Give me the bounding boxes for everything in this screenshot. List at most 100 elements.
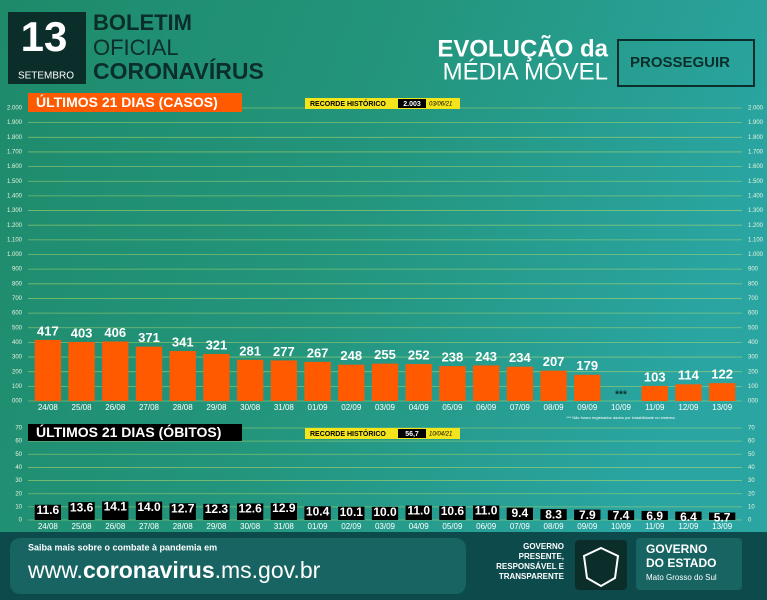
y-tick-label: 100 (748, 384, 759, 390)
bar (203, 503, 230, 520)
x-tick-label: 06/09 (476, 403, 497, 412)
bar (135, 346, 163, 401)
value-label: 11.6 (37, 503, 60, 517)
y-tick-label: 700 (12, 296, 23, 302)
y-tick-label: 900 (12, 267, 23, 273)
y-tick-label: 20 (15, 491, 22, 497)
bar (304, 361, 331, 401)
record-value: 56,7 (405, 431, 419, 438)
x-tick-label: 04/09 (409, 522, 430, 531)
bar (675, 384, 702, 401)
value-label: 12.3 (205, 502, 229, 516)
y-tick-label: 1.000 (7, 252, 23, 258)
y-tick-label: 100 (12, 384, 23, 390)
x-tick-label: 29/08 (206, 522, 227, 531)
y-tick-label: 60 (748, 439, 755, 445)
bar (338, 506, 365, 520)
x-tick-label: 27/08 (139, 522, 160, 531)
y-tick-label: 10 (748, 504, 755, 510)
y-tick-label: 1.100 (748, 237, 764, 243)
value-label: 403 (71, 325, 93, 340)
x-tick-label: 25/08 (72, 403, 93, 412)
y-tick-label: 2.000 (748, 106, 764, 112)
y-tick-label: 500 (748, 325, 759, 331)
slogan: RESPONSÁVEL E (496, 562, 565, 571)
bar (304, 506, 331, 520)
x-tick-label: 01/09 (308, 522, 329, 531)
url-part: coronavirus (83, 557, 215, 583)
bar (405, 505, 432, 520)
y-tick-label: 0 (19, 518, 23, 524)
value-label: 12.7 (171, 501, 195, 515)
y-tick-label: 1.600 (7, 164, 23, 170)
y-tick-label: 1.000 (748, 252, 764, 258)
x-tick-label: 10/09 (611, 403, 632, 412)
y-tick-label: 2.000 (7, 106, 23, 112)
x-tick-label: 05/09 (442, 522, 463, 531)
x-tick-label: 09/09 (577, 522, 598, 531)
y-tick-label: 70 (748, 426, 755, 432)
record-box (305, 98, 460, 109)
record-box (305, 428, 460, 439)
y-tick-label: 20 (748, 491, 755, 497)
value-label: 7.9 (579, 508, 596, 522)
coronavirus: CORONAVÍRUS (93, 57, 264, 84)
bar (506, 507, 534, 520)
record-date: 10/04/21 (429, 432, 452, 438)
x-tick-label: 03/09 (375, 522, 396, 531)
x-tick-label: 12/09 (678, 522, 699, 531)
y-tick-label: 800 (12, 281, 23, 287)
value-label: 6.4 (680, 510, 697, 524)
record-label: RECORDE HISTÓRICO (310, 429, 386, 438)
x-tick-label: 24/08 (38, 522, 59, 531)
y-tick-label: 50 (15, 452, 22, 458)
slogan: GOVERNO (523, 542, 564, 551)
record-value-box (398, 99, 426, 108)
y-tick-label: 1.200 (748, 223, 764, 229)
x-tick-label: 04/09 (409, 403, 430, 412)
x-tick-label: 11/09 (645, 403, 665, 412)
value-label: 207 (543, 354, 565, 369)
bar (68, 502, 95, 520)
y-tick-label: 1.900 (748, 120, 764, 126)
y-tick-label: 700 (748, 296, 759, 302)
slogan: PRESENTE, (519, 552, 564, 561)
footer-panel (10, 538, 466, 594)
bar (540, 370, 567, 401)
x-tick-label: 12/09 (678, 403, 699, 412)
bar (439, 506, 466, 520)
y-tick-label: 10 (15, 504, 22, 510)
record-value: 2.003 (403, 101, 421, 108)
y-tick-label: 1.300 (748, 208, 764, 214)
x-tick-label: 28/08 (173, 522, 194, 531)
y-tick-label: 300 (748, 355, 759, 361)
y-tick-label: 50 (748, 452, 755, 458)
y-tick-label: 400 (748, 340, 759, 346)
headline: EVOLUÇÃO da (437, 34, 608, 62)
value-label: 8.3 (545, 507, 562, 521)
bar (472, 365, 500, 401)
y-tick-label: 1.700 (7, 150, 23, 156)
value-label: 5.7 (714, 511, 731, 525)
bar (338, 364, 365, 401)
bar (34, 504, 62, 520)
value-label: 10.4 (306, 505, 330, 519)
bar (169, 351, 196, 401)
y-tick-label: 0 (748, 518, 752, 524)
x-tick-label: 09/09 (577, 403, 598, 412)
chart-title: ÚLTIMOS 21 DIAS (ÓBITOS) (36, 423, 221, 440)
x-tick-label: 08/09 (544, 403, 565, 412)
bar (574, 374, 601, 401)
value-label: 234 (509, 350, 531, 365)
x-tick-label: 10/09 (611, 522, 632, 531)
value-label: 122 (711, 367, 733, 382)
x-tick-label: 25/08 (72, 522, 93, 531)
y-tick-label: 500 (12, 325, 23, 331)
y-tick-label: 30 (748, 478, 755, 484)
x-tick-label: 01/09 (308, 403, 329, 412)
y-tick-label: 1.500 (7, 179, 23, 185)
value-label: 11.0 (407, 504, 430, 518)
